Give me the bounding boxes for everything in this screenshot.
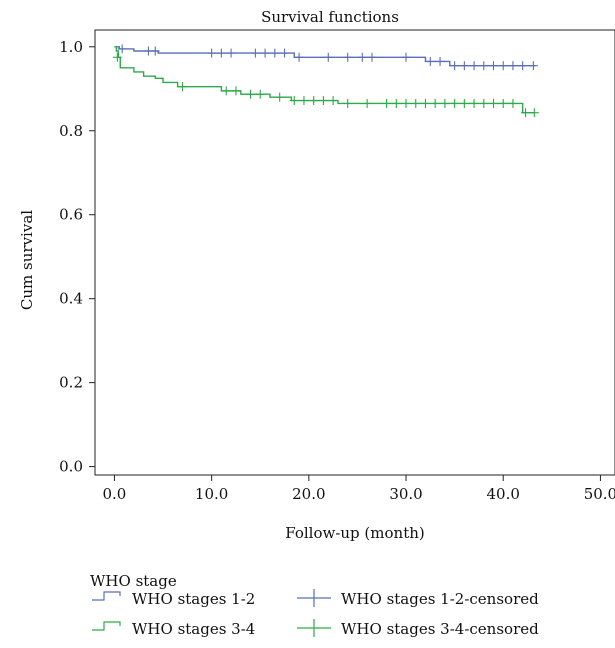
censor-mark: [469, 98, 479, 108]
censor-mark: [343, 52, 353, 62]
censor-mark: [294, 52, 304, 62]
censor-mark: [112, 52, 122, 62]
censor-mark: [246, 89, 256, 99]
censor-mark: [498, 61, 508, 71]
censor-mark: [309, 96, 319, 106]
censor-mark: [328, 96, 338, 106]
censor-mark: [382, 98, 392, 108]
x-tick-label: 30.0: [389, 485, 422, 503]
legend-item: WHO stages 1-2: [92, 590, 255, 608]
censor-mark: [216, 48, 226, 58]
censor-mark: [459, 98, 469, 108]
y-axis: 0.0 0.2 0.4 0.6 0.8 1.0: [59, 38, 95, 476]
censor-mark: [275, 92, 285, 102]
censor-mark: [469, 61, 479, 71]
plot-area-frame: [94, 29, 615, 476]
x-axis-title: Follow-up (month): [285, 524, 425, 542]
censor-mark: [231, 86, 241, 96]
x-tick-label: 50.0: [584, 485, 615, 503]
censor-mark: [508, 61, 518, 71]
censor-mark: [489, 98, 499, 108]
y-tick-label: 0.4: [59, 290, 83, 308]
censor-mark: [528, 61, 538, 71]
censor-mark: [401, 98, 411, 108]
censor-mark: [150, 46, 160, 56]
censor-mark: [177, 82, 187, 92]
legend-step-symbol: [92, 591, 121, 601]
x-tick-label: 40.0: [487, 485, 520, 503]
survival-step-line: [114, 46, 536, 67]
censor-mark: [362, 98, 372, 108]
censor-mark: [459, 61, 469, 71]
legend: WHO stage WHO stages 1-2 WHO stages 1-2-c…: [90, 572, 539, 638]
legend-label: WHO stages 3-4-censored: [341, 620, 539, 638]
x-axis: 0.0 10.0 20.0 30.0 40.0 50.0: [103, 475, 615, 503]
censor-mark: [299, 96, 309, 106]
censor-mark: [343, 98, 353, 108]
y-tick-label: 1.0: [59, 38, 83, 56]
censor-mark: [221, 86, 231, 96]
y-tick-label: 0.2: [59, 374, 83, 392]
legend-label: WHO stages 1-2: [132, 590, 255, 608]
censor-mark: [260, 48, 270, 58]
censor-mark: [357, 52, 367, 62]
legend-step-symbol: [92, 621, 121, 631]
censor-mark: [280, 48, 290, 58]
censor-mark: [450, 98, 460, 108]
series-who-stages-3-4: [112, 46, 539, 118]
y-tick-label: 0.8: [59, 122, 83, 140]
censor-mark: [425, 56, 435, 66]
chart-title: Survival functions: [261, 8, 399, 26]
censor-mark: [318, 96, 328, 106]
censor-mark: [420, 98, 430, 108]
legend-items: WHO stages 1-2 WHO stages 1-2-censored WHO…: [92, 589, 539, 638]
censor-mark: [529, 108, 539, 118]
censor-mark: [226, 48, 236, 58]
censor-mark: [479, 98, 489, 108]
censor-mark: [489, 61, 499, 71]
legend-label: WHO stages 3-4: [132, 620, 255, 638]
censor-mark: [450, 61, 460, 71]
x-tick-label: 0.0: [103, 485, 127, 503]
censor-mark: [207, 48, 217, 58]
legend-item: WHO stages 3-4: [92, 620, 255, 638]
y-tick-label: 0.6: [59, 206, 83, 224]
censor-mark: [498, 98, 508, 108]
series-layer: [112, 44, 539, 118]
censor-mark: [508, 98, 518, 108]
censor-mark: [391, 98, 401, 108]
censor-mark: [521, 108, 531, 118]
y-tick-label: 0.0: [59, 458, 83, 476]
x-tick-label: 20.0: [292, 485, 325, 503]
censor-mark: [250, 48, 260, 58]
censor-mark: [479, 61, 489, 71]
censor-mark: [117, 44, 127, 54]
censor-mark: [401, 52, 411, 62]
legend-item: WHO stages 1-2-censored: [297, 589, 539, 608]
censor-mark: [411, 98, 421, 108]
legend-item: WHO stages 3-4-censored: [297, 619, 539, 638]
legend-title: WHO stage: [90, 572, 177, 590]
censor-mark: [518, 61, 528, 71]
legend-label: WHO stages 1-2-censored: [341, 590, 539, 608]
censor-mark: [367, 52, 377, 62]
censor-mark: [435, 56, 445, 66]
censor-mark: [323, 52, 333, 62]
series-who-stages-1-2: [114, 44, 538, 71]
censor-mark: [430, 98, 440, 108]
y-axis-title: Cum survival: [18, 210, 36, 310]
censor-mark: [440, 98, 450, 108]
censor-mark: [255, 89, 265, 99]
x-tick-label: 10.0: [195, 485, 228, 503]
censor-mark: [270, 48, 280, 58]
censor-mark: [289, 96, 299, 106]
